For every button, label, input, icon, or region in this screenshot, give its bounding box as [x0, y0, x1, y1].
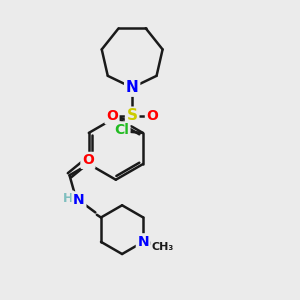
Text: H: H — [62, 192, 73, 205]
Text: O: O — [146, 109, 158, 123]
Text: N: N — [126, 80, 139, 95]
Text: Cl: Cl — [114, 123, 129, 137]
Text: O: O — [82, 153, 94, 167]
Text: N: N — [137, 235, 149, 249]
Text: O: O — [106, 109, 118, 123]
Text: S: S — [127, 108, 138, 123]
Text: CH₃: CH₃ — [152, 242, 174, 252]
Text: N: N — [73, 193, 85, 207]
